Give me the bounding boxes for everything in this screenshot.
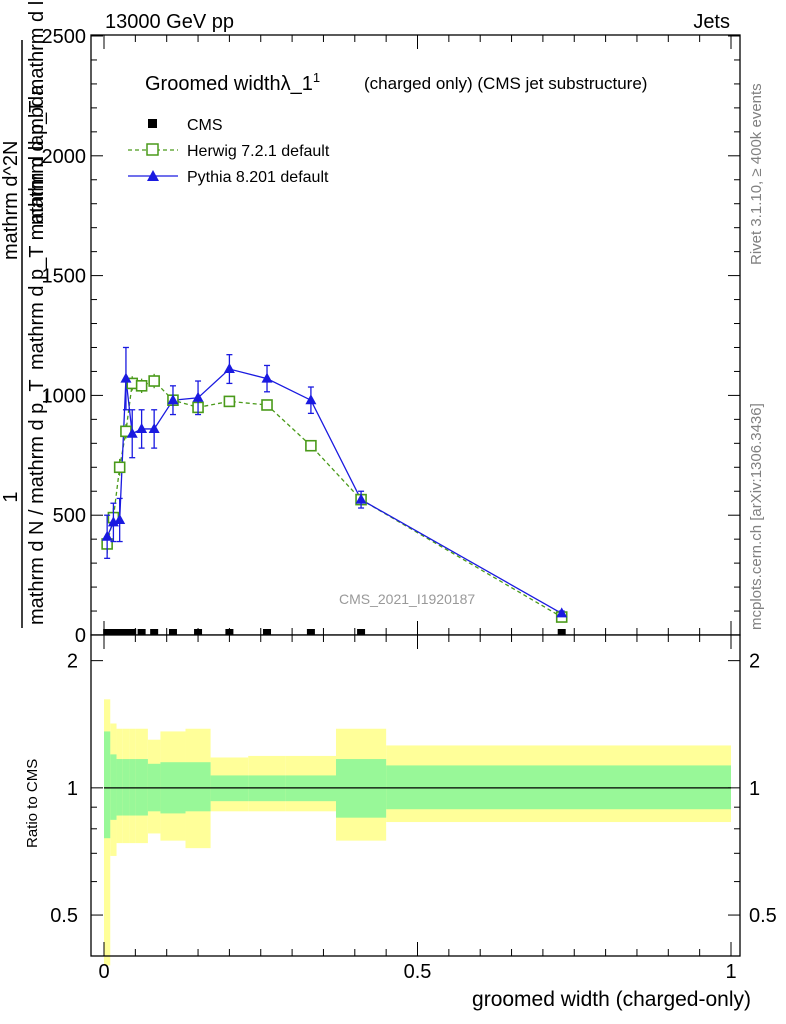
- herwig-point: [135, 380, 148, 392]
- header-right: Jets: [693, 11, 730, 33]
- pythia-line: [106, 368, 563, 615]
- title-text: Groomed widthλ_1: [145, 73, 313, 95]
- herwig-point: [113, 461, 126, 474]
- pythia-point: [355, 493, 367, 504]
- y-tick-label: 2500: [42, 26, 87, 48]
- chart-title: Groomed widthλ_11 (charged only) (CMS je…: [145, 70, 647, 95]
- pythia-point: [556, 607, 568, 618]
- cms-point: [137, 629, 146, 637]
- ratio-y-tick-label: 1: [67, 778, 78, 800]
- pythia-point: [261, 372, 273, 383]
- ratio-y-tick-label: 0.5: [50, 905, 78, 927]
- legend-herwig-marker: [146, 143, 159, 156]
- ratio-plot-area: 0.5 0.5 1 1 2 2 0 0.5 1: [50, 634, 777, 983]
- title-main: Groomed widthλ_11: [145, 70, 320, 95]
- legend-pythia-label: Pythia 8.201 default: [187, 169, 329, 186]
- herwig-point: [223, 395, 236, 408]
- pythia-point: [192, 391, 204, 402]
- herwig-point: [305, 439, 317, 452]
- legend-cms-label: CMS: [187, 117, 223, 134]
- ratio-y-tick-label-right: 0.5: [749, 905, 777, 927]
- ratio-inner-band: [110, 754, 117, 820]
- cms-point: [115, 629, 124, 637]
- cms-point: [121, 629, 130, 637]
- pythia-point: [148, 422, 160, 433]
- ylabel-denominator: mathrm d N / mathrm d p_T: [26, 379, 48, 625]
- header-left: 13000 GeV pp: [105, 11, 234, 33]
- ratio-inner-band: [104, 731, 111, 839]
- pythia-point: [126, 427, 138, 438]
- title-sup: 1: [313, 70, 320, 85]
- title-suffix: (charged only) (CMS jet substructure): [364, 74, 647, 93]
- cms-point: [306, 629, 315, 637]
- cms-point: [150, 629, 159, 637]
- main-plot-area: 0 500 1000 1500 2000 2500: [42, 26, 741, 647]
- y-tick-label: 1000: [42, 385, 87, 407]
- cms-point: [128, 629, 137, 637]
- mcplots-label: mcplots.cern.ch [arXiv:1306.3436]: [748, 403, 765, 630]
- analysis-watermark: CMS_2021_I1920187: [339, 591, 475, 607]
- pythia-point: [136, 422, 148, 433]
- cms-point: [357, 629, 366, 637]
- cms-point: [263, 629, 272, 637]
- rivet-label: Rivet 3.1.10, ≥ 400k events: [748, 83, 765, 265]
- pythia-point: [223, 363, 235, 374]
- x-tick-label: 0.5: [404, 961, 432, 983]
- cms-point: [557, 629, 566, 637]
- legend-herwig-label: Herwig 7.2.1 default: [187, 143, 330, 160]
- x-tick-label: 1: [725, 961, 736, 983]
- pythia-point: [114, 513, 126, 524]
- herwig-point: [148, 375, 160, 387]
- ratio-y-label: Ratio to CMS: [24, 759, 41, 848]
- main-y-label: 1 mathrm d N / mathrm d p_T mathrm d^2N …: [0, 0, 48, 628]
- herwig-point: [261, 399, 273, 411]
- legend: CMS Herwig 7.2.1 default Pythia 8.201 de…: [128, 117, 330, 186]
- ratio-inner-band: [185, 762, 211, 812]
- ratio-y-tick-label-right: 2: [749, 651, 760, 673]
- pythia-point: [305, 394, 317, 405]
- cms-point: [109, 629, 118, 637]
- legend-cms-marker: [148, 119, 157, 128]
- y-tick-label: 2000: [42, 146, 87, 168]
- main-frame-bg: [91, 35, 740, 635]
- herwig-line: [106, 380, 563, 618]
- ylabel-numerator: mathrm d^2N: [0, 141, 22, 260]
- y-tick-label: 1500: [42, 266, 87, 288]
- ylabel-numerator-tail: mathrm d p_T mathrm d lambda: [26, 0, 48, 225]
- ratio-frame: [90, 634, 741, 957]
- legend-pythia-marker: [147, 170, 159, 181]
- pythia-point: [120, 372, 132, 383]
- x-axis-label: groomed width (charged-only): [472, 988, 751, 1011]
- x-tick-label: 0: [98, 961, 109, 983]
- y-tick-label: 500: [53, 505, 86, 527]
- ratio-y-tick-label: 2: [67, 651, 78, 673]
- y-tick-label: 0: [75, 625, 86, 647]
- ylabel-one: 1: [0, 491, 22, 502]
- cms-point: [103, 629, 112, 637]
- ratio-y-tick-label-right: 1: [749, 778, 760, 800]
- cms-point: [168, 629, 177, 637]
- ylabel-numerator-full: mathrm d p_T mathrm d lambda: [26, 84, 48, 370]
- pythia-point: [101, 530, 113, 541]
- pythia-point: [167, 394, 179, 405]
